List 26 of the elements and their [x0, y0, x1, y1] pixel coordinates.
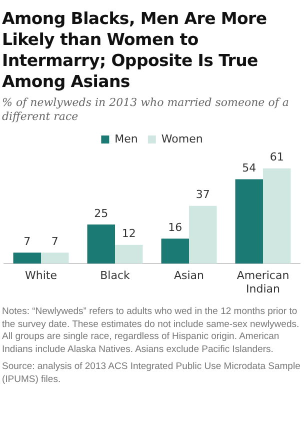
data-label: 37	[196, 188, 210, 202]
bar	[263, 168, 291, 264]
bar	[115, 244, 143, 264]
data-label: 16	[168, 220, 182, 234]
x-tick-label: Black	[100, 269, 131, 282]
data-label: 7	[24, 235, 31, 248]
chart-subtitle: % of newlyweds in 2013 who married someone of a different race	[2, 96, 290, 124]
data-label: 12	[122, 227, 136, 240]
legend-label: Women	[161, 132, 203, 146]
data-label: 54	[242, 162, 256, 175]
data-label: 61	[270, 150, 284, 164]
data-label: 25	[94, 206, 108, 220]
data-label: 7	[51, 235, 58, 248]
bar	[13, 252, 41, 264]
x-tick-label: American Indian	[236, 269, 290, 296]
x-tick-label: Asian	[174, 269, 204, 282]
source-note: Source: analysis of 2013 ACS Integrated Public Use Microdata Sample (IPUMS) files.	[2, 361, 302, 386]
bar	[41, 252, 69, 264]
bar	[161, 238, 189, 264]
chart-title: Among Blacks, Men Are More Likely than Women to Intermarry; Opposite Is True Among Asians	[2, 8, 268, 92]
x-tick-label: White	[25, 269, 58, 282]
text: Notes: “Newlyweds” refers to adults who wed in the 12 months prior to the survey date. These estimates do not include same-sex newlyweds. All groups are single race, regardless of Hispanic origin. American Indians include Alaska Natives. Asians exclude Pacific Islanders.	[2, 306, 300, 356]
legend-label: Men	[114, 132, 138, 146]
bar	[87, 224, 115, 264]
bar	[235, 179, 263, 264]
bar	[189, 206, 217, 264]
